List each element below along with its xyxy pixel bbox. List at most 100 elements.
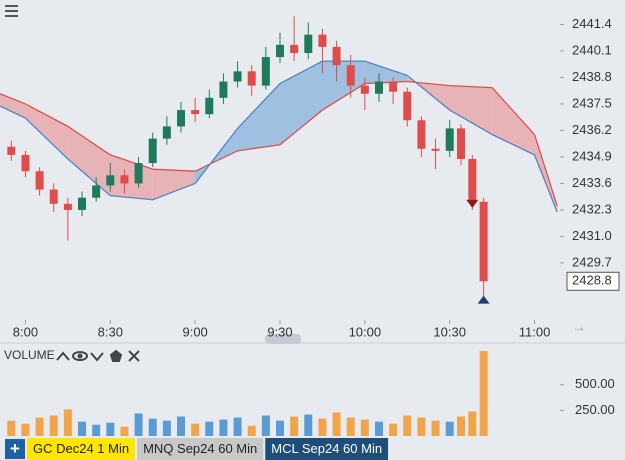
y-tick-label: 2438.8 — [572, 69, 612, 84]
volume-bar — [63, 409, 72, 436]
candle-body — [134, 163, 143, 184]
cloud-fill — [449, 85, 493, 135]
candle-body — [63, 203, 72, 210]
y-tick-label: 2432.3 — [572, 201, 612, 216]
volume-bar — [360, 419, 369, 436]
cloud-line — [0, 60, 558, 213]
volume-controls[interactable] — [56, 349, 140, 362]
volume-bar — [403, 415, 412, 436]
candle-body — [318, 34, 327, 47]
candle-body — [479, 201, 488, 282]
volume-tick-label: 250.00 — [575, 402, 615, 417]
candle-body — [92, 185, 101, 198]
x-tick-label: 9:00 — [182, 324, 207, 339]
candle-body — [417, 120, 426, 149]
candle-body — [346, 65, 355, 86]
y-tick-label: 2429.7 — [572, 254, 612, 269]
volume-bar — [219, 419, 228, 436]
x-tick-label: 10:00 — [349, 324, 382, 339]
volume-bar — [92, 424, 101, 436]
volume-bar — [332, 412, 341, 436]
candle-body — [191, 110, 200, 115]
tab-label[interactable]: MCL Sep24 60 Min — [271, 441, 382, 456]
volume-bar — [445, 421, 454, 436]
candle-body — [431, 148, 440, 151]
tab[interactable] — [265, 438, 389, 460]
candle-body — [403, 91, 412, 121]
volume-bar — [35, 417, 44, 436]
candle-body — [457, 128, 466, 159]
candle-body — [7, 146, 16, 155]
volume-tick-label: 500.00 — [575, 376, 615, 391]
tab[interactable] — [137, 438, 264, 460]
cloud-fill — [364, 61, 408, 84]
volume-bar — [468, 411, 477, 436]
cloud-fill — [492, 87, 535, 155]
volume-bar — [148, 418, 157, 436]
volume-bar — [389, 423, 398, 436]
volume-bar — [162, 420, 171, 436]
candle-body — [233, 71, 242, 82]
cloud-fill — [237, 83, 280, 151]
candle-body — [177, 110, 186, 127]
y-tick-label: 2433.6 — [572, 175, 612, 190]
y-tick-label: 2431.0 — [572, 228, 612, 243]
tab-label[interactable]: MNQ Sep24 60 Min — [143, 441, 257, 456]
add-tab-button[interactable] — [5, 439, 25, 459]
last-price-box — [566, 271, 620, 291]
volume-bar — [374, 421, 383, 436]
candle-body — [21, 154, 30, 172]
candle-body — [148, 138, 157, 164]
volume-bar — [21, 423, 30, 436]
volume-bar — [276, 420, 284, 436]
candle-body — [261, 57, 270, 86]
last-price-label: 2428.8 — [572, 273, 612, 288]
cloud-fill — [152, 169, 196, 200]
volume-bar — [318, 418, 327, 436]
volume-bar — [106, 422, 115, 436]
menu-icon[interactable] — [5, 5, 18, 17]
candle-body — [304, 34, 313, 53]
volume-bar — [7, 420, 16, 436]
add-tab-icon[interactable]: + — [10, 439, 20, 458]
candle-body — [374, 81, 383, 94]
volume-bar — [233, 417, 242, 436]
volume-bar — [479, 351, 488, 436]
candle-body — [106, 175, 115, 186]
volume-bar — [247, 425, 256, 436]
candle-body — [445, 128, 454, 151]
scroll-handle[interactable] — [265, 334, 301, 344]
scroll-arrow[interactable]: → — [572, 319, 586, 335]
candle-body — [162, 126, 171, 139]
cloud-fill — [25, 103, 68, 159]
volume-title: VOLUME — [4, 348, 55, 362]
x-tick-label: 11:00 — [519, 324, 551, 339]
candle-body — [35, 171, 44, 190]
volume-bar — [431, 420, 440, 436]
volume-bar — [261, 415, 270, 436]
tab[interactable] — [27, 438, 136, 460]
cloud-fill — [67, 126, 111, 196]
background — [0, 0, 625, 437]
y-tick-label: 2437.5 — [572, 95, 612, 110]
x-tick-label: 8:30 — [98, 324, 123, 339]
candle-body — [332, 46, 341, 66]
volume-bar — [290, 416, 299, 436]
candle-body — [360, 85, 369, 94]
signal-marker — [466, 199, 479, 208]
volume-bar — [457, 416, 466, 436]
volume-bar — [78, 421, 87, 436]
volume-bar — [49, 415, 58, 436]
candle-body — [205, 97, 214, 115]
tab-label[interactable]: GC Dec24 1 Min — [33, 441, 129, 456]
volume-bar — [134, 413, 143, 436]
candle-body — [247, 71, 256, 86]
candle-body — [468, 158, 477, 202]
y-tick-label: 2434.9 — [572, 148, 612, 163]
volume-bar — [191, 423, 200, 436]
candle-body — [389, 81, 398, 92]
candle-body — [78, 197, 87, 210]
volume-bar — [346, 417, 355, 436]
